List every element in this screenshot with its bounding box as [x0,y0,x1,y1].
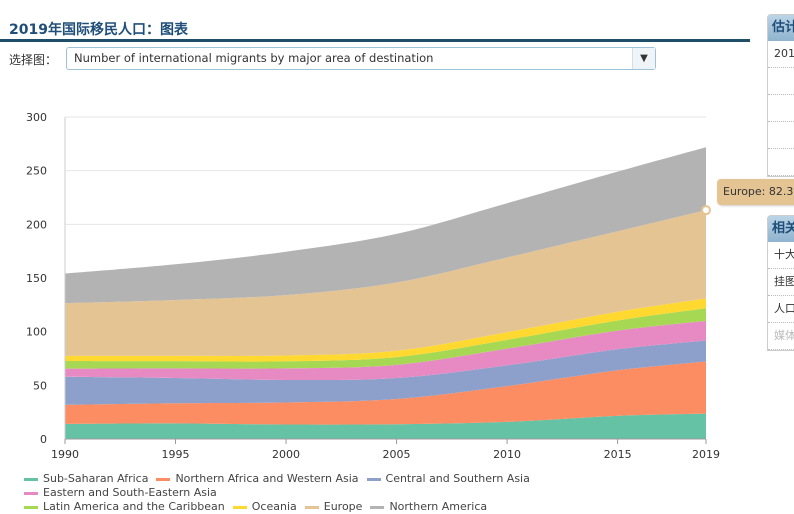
legend-label: Central and Southern Asia [385,472,530,485]
area-latin-america-and-the-caribbean [65,308,706,369]
legend-swatch [156,477,171,481]
related-panel: 相关 十大 挂图 人口 媒体 [767,215,794,351]
x-tick-label: 2005 [383,448,411,461]
x-tick-label: 2000 [272,448,300,461]
y-tick-label: 200 [26,218,47,231]
legend-swatch [370,505,385,509]
title-divider [0,39,750,42]
legend-item[interactable]: Northern America [370,500,487,514]
panel-link[interactable] [768,122,794,149]
chevron-down-icon[interactable]: ▼ [632,48,655,69]
legend-label: Northern Africa and Western Asia [175,472,359,485]
panel-link[interactable]: 十大 [768,242,794,269]
y-tick-label: 100 [26,326,47,339]
legend-swatch [304,505,319,509]
chart-tooltip: Europe: 82.3 [717,179,794,205]
legend-item[interactable]: Sub-Saharan Africa [24,472,148,486]
legend-label: Oceania [251,500,297,513]
legend-item[interactable]: Latin America and the Caribbean [24,500,225,514]
legend-item[interactable]: Europe [304,500,363,514]
legend-label: Latin America and the Caribbean [43,500,225,513]
chart-select-value: Number of international migrants by majo… [74,51,434,65]
legend-label: Sub-Saharan Africa [43,472,149,485]
panel-link[interactable] [768,68,794,95]
legend-swatch [366,477,381,481]
y-tick-label: 0 [40,433,47,446]
legend-swatch [24,491,38,495]
legend-swatch [24,505,38,509]
y-tick-label: 150 [26,272,47,285]
legend-item[interactable]: Oceania [232,500,297,514]
area-northern-america [65,147,706,304]
legend-item[interactable]: Northern Africa and Western Asia [156,472,359,486]
x-tick-label: 1995 [162,448,190,461]
panel-link[interactable]: 挂图 [768,269,794,296]
hover-point-marker [701,205,711,216]
panel-link[interactable] [768,95,794,122]
y-tick-label: 50 [33,379,47,392]
chart-select[interactable]: Number of international migrants by majo… [66,47,656,70]
legend-item[interactable]: Central and Southern Asia [366,472,530,486]
legend-item[interactable]: Eastern and South-Eastern Asia [24,486,217,500]
estimates-panel-title: 估计 [768,15,794,41]
area-eastern-and-south-eastern-asia [65,320,706,381]
y-tick-label: 300 [26,111,47,124]
chart-legend: Sub-Saharan Africa Northern Africa and We… [24,472,724,514]
legend-label: Europe [323,500,363,513]
area-northern-africa-and-western-asia [65,361,706,425]
area-europe [65,210,706,356]
y-tick-label: 250 [26,165,47,178]
panel-link[interactable]: 媒体 [768,323,794,350]
legend-label: Northern America [389,500,488,513]
x-tick-label: 2019 [692,448,720,461]
legend-swatch [24,477,38,481]
x-tick-label: 2015 [604,448,632,461]
related-panel-title: 相关 [768,216,794,242]
panel-link[interactable]: 人口 [768,296,794,323]
page-title: 2019年国际移民人口：图表 [9,22,188,38]
panel-link[interactable] [768,149,794,176]
x-tick-label: 2010 [493,448,521,461]
panel-link[interactable]: 201 [768,41,794,68]
area-sub-saharan-africa [65,413,706,439]
estimates-panel: 估计 201 [767,14,794,177]
legend-swatch [232,505,247,509]
area-central-and-southern-asia [65,340,706,405]
legend-label: Eastern and South-Eastern Asia [43,486,217,499]
chart-select-label: 选择图： [9,53,58,67]
x-tick-label: 1990 [51,448,79,461]
